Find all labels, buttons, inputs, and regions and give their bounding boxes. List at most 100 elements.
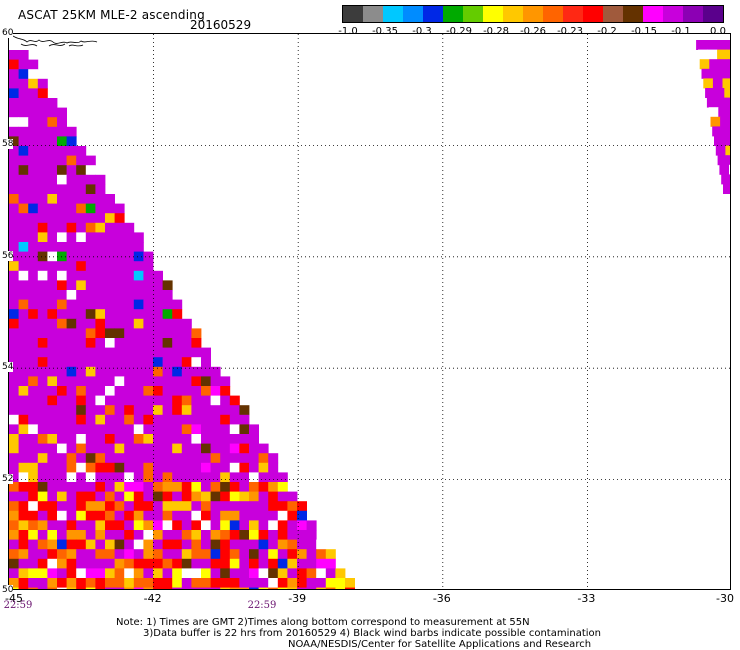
swath-cell — [172, 453, 183, 464]
longitude-label: -33 — [577, 592, 596, 605]
swath-cell — [47, 578, 58, 588]
swath-cell — [725, 145, 730, 156]
swath-cell — [95, 434, 106, 444]
swath-cell — [133, 501, 144, 512]
swath-cell — [18, 222, 29, 233]
swath-cell — [268, 558, 279, 569]
swath-cell — [76, 174, 87, 185]
swath-cell — [143, 251, 154, 262]
swath-cell — [201, 414, 211, 425]
swath-cell — [229, 578, 240, 588]
swath-cell — [201, 482, 211, 492]
swath-cell — [220, 424, 231, 435]
swath-cell — [258, 482, 269, 492]
swath-cell — [114, 501, 125, 512]
swath-cell — [201, 395, 211, 406]
swath-cell — [220, 434, 231, 444]
swath-cell — [162, 376, 173, 387]
swath-cell — [95, 309, 106, 320]
swath-cell — [37, 414, 48, 425]
swath-cell — [18, 146, 29, 156]
swath-cell — [114, 453, 125, 464]
legend-swatch-8 — [503, 6, 523, 22]
swath-cell — [57, 443, 67, 454]
swath-cell — [37, 309, 48, 320]
swath-cell — [95, 299, 106, 310]
swath-cell — [28, 539, 39, 550]
swath-cell — [181, 443, 192, 454]
swath-cell — [162, 347, 173, 358]
swath-cell — [57, 578, 67, 588]
swath-cell — [105, 578, 115, 588]
swath-cell — [249, 443, 259, 454]
swath-cell — [37, 318, 48, 329]
swath-cell — [191, 539, 202, 550]
swath-cell — [57, 328, 67, 339]
swath-cell — [85, 549, 96, 560]
swath-cell — [37, 549, 48, 560]
swath-cell — [172, 520, 183, 531]
swath-cell — [28, 405, 39, 416]
swath-cell — [191, 568, 202, 579]
swath-cell — [114, 328, 125, 339]
swath-cell — [76, 242, 87, 252]
swath-cell — [229, 443, 240, 454]
swath-cell — [201, 510, 211, 521]
swath-cell — [124, 472, 135, 483]
swath-cell — [720, 116, 730, 127]
swath-cell — [66, 386, 77, 396]
swath-cell — [191, 558, 202, 569]
swath-cell — [191, 434, 202, 444]
swath-cell — [162, 510, 173, 521]
swath-cell — [76, 549, 87, 560]
swath-cell — [76, 155, 87, 166]
swath-cell — [47, 146, 58, 156]
swath-cell — [143, 530, 154, 540]
swath-cell — [18, 414, 29, 425]
swath-cell — [143, 309, 154, 320]
swath-cell — [18, 117, 29, 128]
swath-cell — [47, 309, 58, 320]
swath-cell — [220, 405, 231, 416]
swath-cell — [28, 242, 39, 252]
legend-label: -0.26 — [520, 26, 546, 37]
swath-cell — [153, 453, 163, 464]
swath-cell — [258, 501, 269, 512]
swath-cell — [47, 261, 58, 272]
swath-cell — [220, 578, 231, 588]
swath-cell — [268, 530, 279, 540]
swath-cell — [191, 462, 202, 473]
swath-cell — [162, 520, 173, 531]
swath-cell — [153, 299, 163, 310]
swath-cell — [95, 405, 106, 416]
swath-cell — [28, 213, 39, 224]
map-plot-area — [8, 33, 731, 590]
swath-cell — [18, 530, 29, 540]
swath-cell — [249, 539, 259, 550]
swath-cell — [28, 146, 39, 156]
swath-cell — [172, 462, 183, 473]
swath-cell — [76, 491, 87, 502]
swath-cell — [95, 251, 106, 262]
swath-cell — [153, 376, 163, 387]
swath-cell — [18, 491, 29, 502]
swath-cell — [220, 587, 231, 589]
swath-cell — [66, 357, 77, 368]
swath-cell — [95, 472, 106, 483]
swath-cell — [181, 424, 192, 435]
swath-cell — [153, 482, 163, 492]
swath-cell — [172, 549, 183, 560]
swath-cell — [28, 261, 39, 272]
swath-cell — [229, 501, 240, 512]
swath-cell — [172, 501, 183, 512]
swath-cell — [28, 443, 39, 454]
swath-cell — [229, 414, 240, 425]
swath-cell — [210, 453, 221, 464]
swath-cell — [47, 251, 58, 262]
swath-cell — [201, 453, 211, 464]
swath-cell — [114, 587, 125, 589]
swath-cell — [47, 232, 58, 243]
swath-cell — [37, 491, 48, 502]
swath-cell — [133, 424, 144, 435]
swath-cell — [57, 395, 67, 406]
